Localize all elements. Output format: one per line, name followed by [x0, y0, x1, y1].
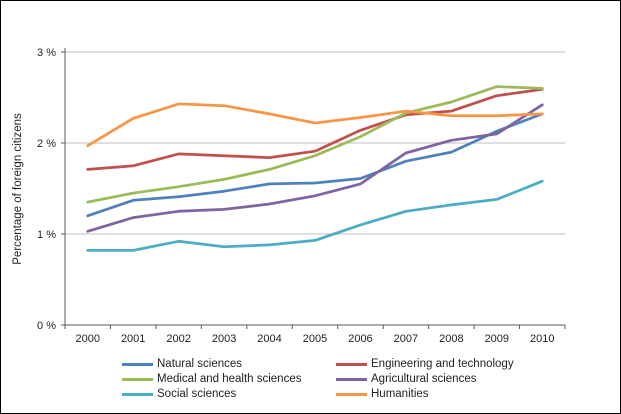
legend-label: Agricultural sciences	[371, 373, 477, 385]
legend-item: Natural sciences	[122, 358, 336, 371]
x-tick-label: 2010	[530, 333, 554, 345]
legend-label: Social sciences	[157, 388, 237, 400]
x-tick-label: 2008	[439, 333, 463, 345]
x-tick-label: 2001	[121, 333, 145, 345]
legend-item: Medical and health sciences	[122, 373, 336, 386]
legend-label: Medical and health sciences	[157, 373, 302, 385]
legend-label: Natural sciences	[157, 358, 243, 370]
y-tick-label: 3 %	[37, 47, 56, 59]
series-line-engineering-and-technology	[86, 87, 544, 171]
legend-swatch-icon	[336, 378, 367, 381]
x-tick-label: 2002	[166, 333, 190, 345]
series-lines	[86, 85, 544, 252]
series-line-natural-sciences	[86, 112, 544, 218]
legend-label: Humanities	[371, 388, 429, 400]
x-tick-label: 2000	[75, 333, 99, 345]
legend-swatch-icon	[336, 363, 367, 366]
y-tick-label: 2 %	[37, 138, 56, 150]
legend-swatch-icon	[122, 378, 153, 381]
series-line-social-sciences	[86, 179, 544, 252]
x-tick-label: 2009	[485, 333, 509, 345]
legend-item: Social sciences	[122, 388, 336, 401]
series-line-humanities	[86, 102, 544, 148]
legend-item: Agricultural sciences	[336, 373, 514, 386]
x-tick-label: 2004	[257, 333, 281, 345]
gridlines	[65, 51, 565, 235]
y-tick-label: 1 %	[37, 229, 56, 241]
series-line-agricultural-sciences	[86, 103, 544, 233]
y-tick-label: 0 %	[37, 320, 56, 332]
legend-label: Engineering and technology	[371, 358, 514, 370]
line-chart: 2000 2001 2002 2003 2004 2005 2006 2007 2008 2009…	[12, 47, 566, 345]
y-axis-title: Percentage of foreign citizens	[12, 113, 24, 265]
x-tick-label: 2006	[348, 333, 372, 345]
legend-item: Humanities	[336, 388, 514, 401]
legend-swatch-icon	[336, 393, 367, 396]
x-axis-labels: 2000 2001 2002 2003 2004 2005 2006 2007 2008 2009…	[75, 333, 554, 345]
legend-swatch-icon	[122, 393, 153, 396]
x-tick-label: 2003	[212, 333, 236, 345]
series-line-medical-and-health-sciences	[86, 85, 544, 204]
chart-legend: Natural sciences Engineering and technolo…	[122, 357, 514, 402]
x-tick-label: 2007	[394, 333, 418, 345]
legend-swatch-icon	[122, 363, 153, 366]
x-tick-label: 2005	[303, 333, 327, 345]
axes	[61, 48, 566, 329]
legend-item: Engineering and technology	[336, 358, 514, 371]
y-axis-labels: 0 % 1 % 2 % 3 %	[37, 47, 56, 332]
